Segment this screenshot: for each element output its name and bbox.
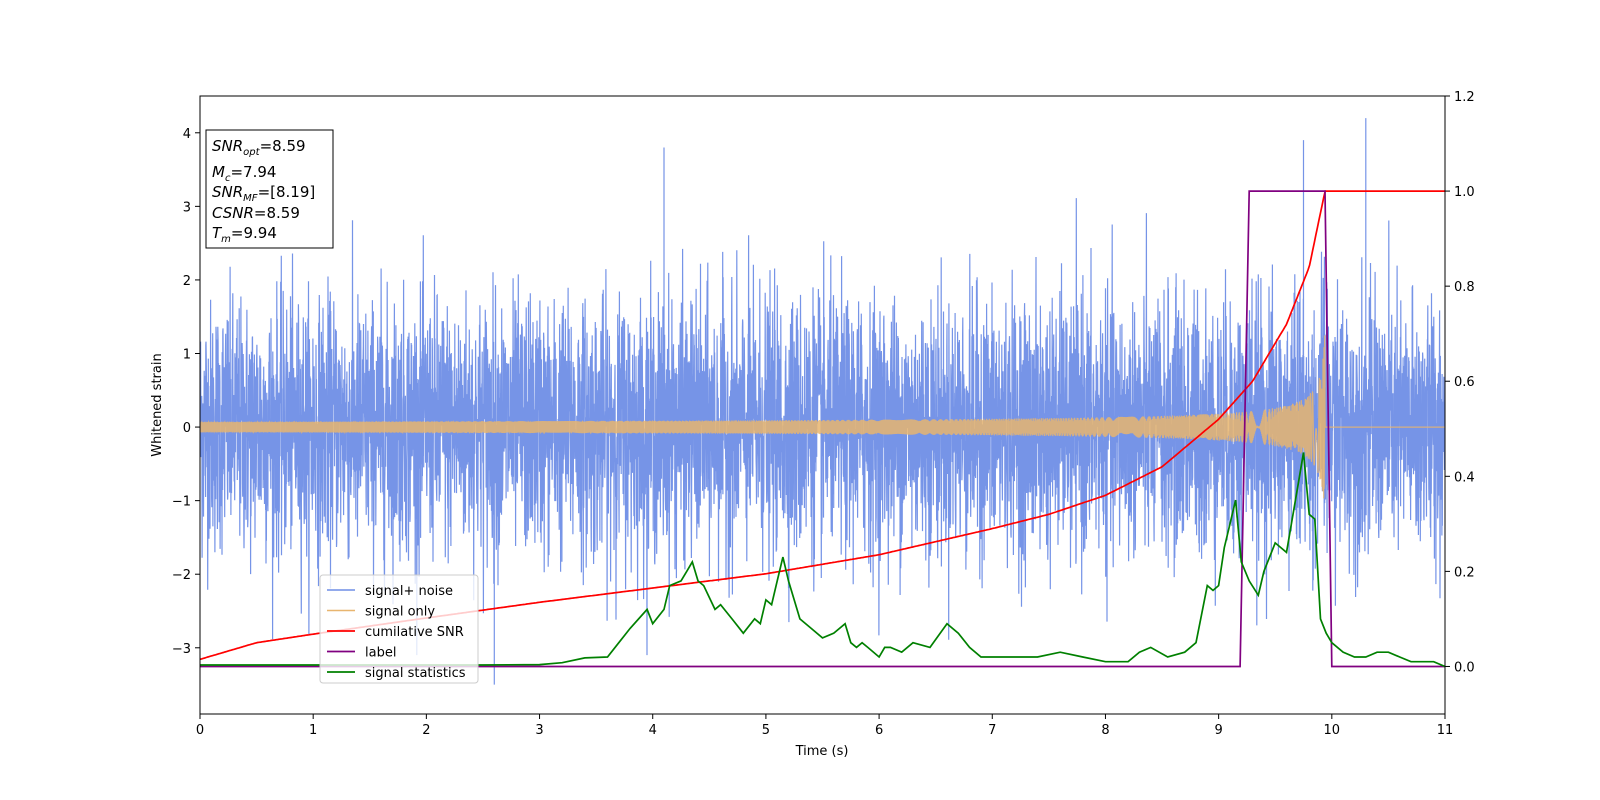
y2-tick-label: 0.8 (1454, 280, 1475, 295)
info-row-name: M (212, 163, 225, 181)
info-box: SNRopt=8.59Mc=7.94SNRMF=[8.19]CSNR=8.59T… (205, 129, 334, 249)
legend-label: label (365, 646, 396, 661)
x-tick-label: 8 (1101, 723, 1109, 738)
series-label (200, 190, 1445, 668)
series-signal-only (200, 335, 1445, 499)
x-tick-label: 7 (988, 723, 996, 738)
y2-tick-label: 0.0 (1454, 660, 1475, 675)
y-axis-label: Whitened strain (150, 353, 165, 456)
x-tick-label: 4 (649, 723, 657, 738)
info-row-subscript: c (225, 173, 231, 184)
y2-tick-label: 0.6 (1454, 375, 1475, 390)
legend: signal+ noise signal only cumilative SNR la… (319, 574, 479, 684)
x-tick-label: 3 (535, 723, 543, 738)
legend-label: signal statistics (365, 666, 466, 681)
y-tick-label: 2 (183, 274, 191, 289)
x-tick-label: 6 (875, 723, 883, 738)
info-row-name: SNR (212, 137, 243, 155)
info-row: CSNR=8.59 (212, 204, 300, 222)
info-box-frame (205, 129, 334, 249)
y2-tick-label: 0.4 (1454, 470, 1475, 485)
y-tick-label: 3 (183, 200, 191, 215)
x-tick-label: 11 (1437, 723, 1454, 738)
info-row: Mc=7.94 (212, 163, 276, 184)
info-row: SNRMF=[8.19] (212, 183, 315, 204)
y2-tick-label: 0.2 (1454, 565, 1475, 580)
x-tick-label: 9 (1214, 723, 1222, 738)
y-tick-label: 4 (183, 127, 191, 142)
x-axis: 0 1 2 3 4 5 6 7 8 9 10 11 (196, 714, 1453, 738)
info-row-value: =8.59 (260, 137, 306, 155)
x-tick-label: 2 (422, 723, 430, 738)
x-tick-label: 1 (309, 723, 317, 738)
y-tick-label: −3 (172, 642, 191, 657)
y-tick-label: 1 (183, 348, 191, 363)
info-row-name: SNR (212, 183, 243, 201)
y-tick-label: 0 (183, 421, 191, 436)
info-row-subscript: opt (243, 147, 260, 158)
legend-label: signal+ noise (365, 584, 453, 599)
y-tick-label: −1 (172, 495, 191, 510)
legend-frame (319, 574, 479, 684)
x-tick-label: 5 (762, 723, 770, 738)
info-row: Tm=9.94 (212, 224, 277, 245)
info-row-value: =8.59 (254, 204, 300, 222)
x-tick-label: 10 (1324, 723, 1341, 738)
info-row-value: =9.94 (231, 224, 277, 242)
legend-label: signal only (365, 605, 435, 620)
y-tick-label: −2 (172, 568, 191, 583)
y2-tick-label: 1.0 (1454, 185, 1475, 200)
info-row-name: CSNR (212, 204, 254, 222)
info-row-subscript: MF (243, 193, 258, 204)
info-row-subscript: m (221, 234, 231, 245)
info-row-value: =7.94 (230, 163, 276, 181)
y-axis-right: 0.0 0.2 0.4 0.6 0.8 1.0 1.2 (1445, 90, 1475, 675)
series-signal-noise (200, 118, 1445, 685)
info-row-value: =[8.19] (258, 183, 316, 201)
legend-label: cumilative SNR (365, 625, 464, 640)
x-tick-label: 0 (196, 723, 204, 738)
series-signal-statistics (200, 452, 1445, 668)
info-row-name: T (212, 224, 223, 242)
y-axis-left: −3 −2 −1 0 1 2 3 4 (172, 127, 200, 657)
info-row: SNRopt=8.59 (212, 137, 306, 158)
x-axis-label: Time (s) (795, 744, 849, 759)
y2-tick-label: 1.2 (1454, 90, 1475, 105)
plot-frame (199, 95, 1446, 715)
